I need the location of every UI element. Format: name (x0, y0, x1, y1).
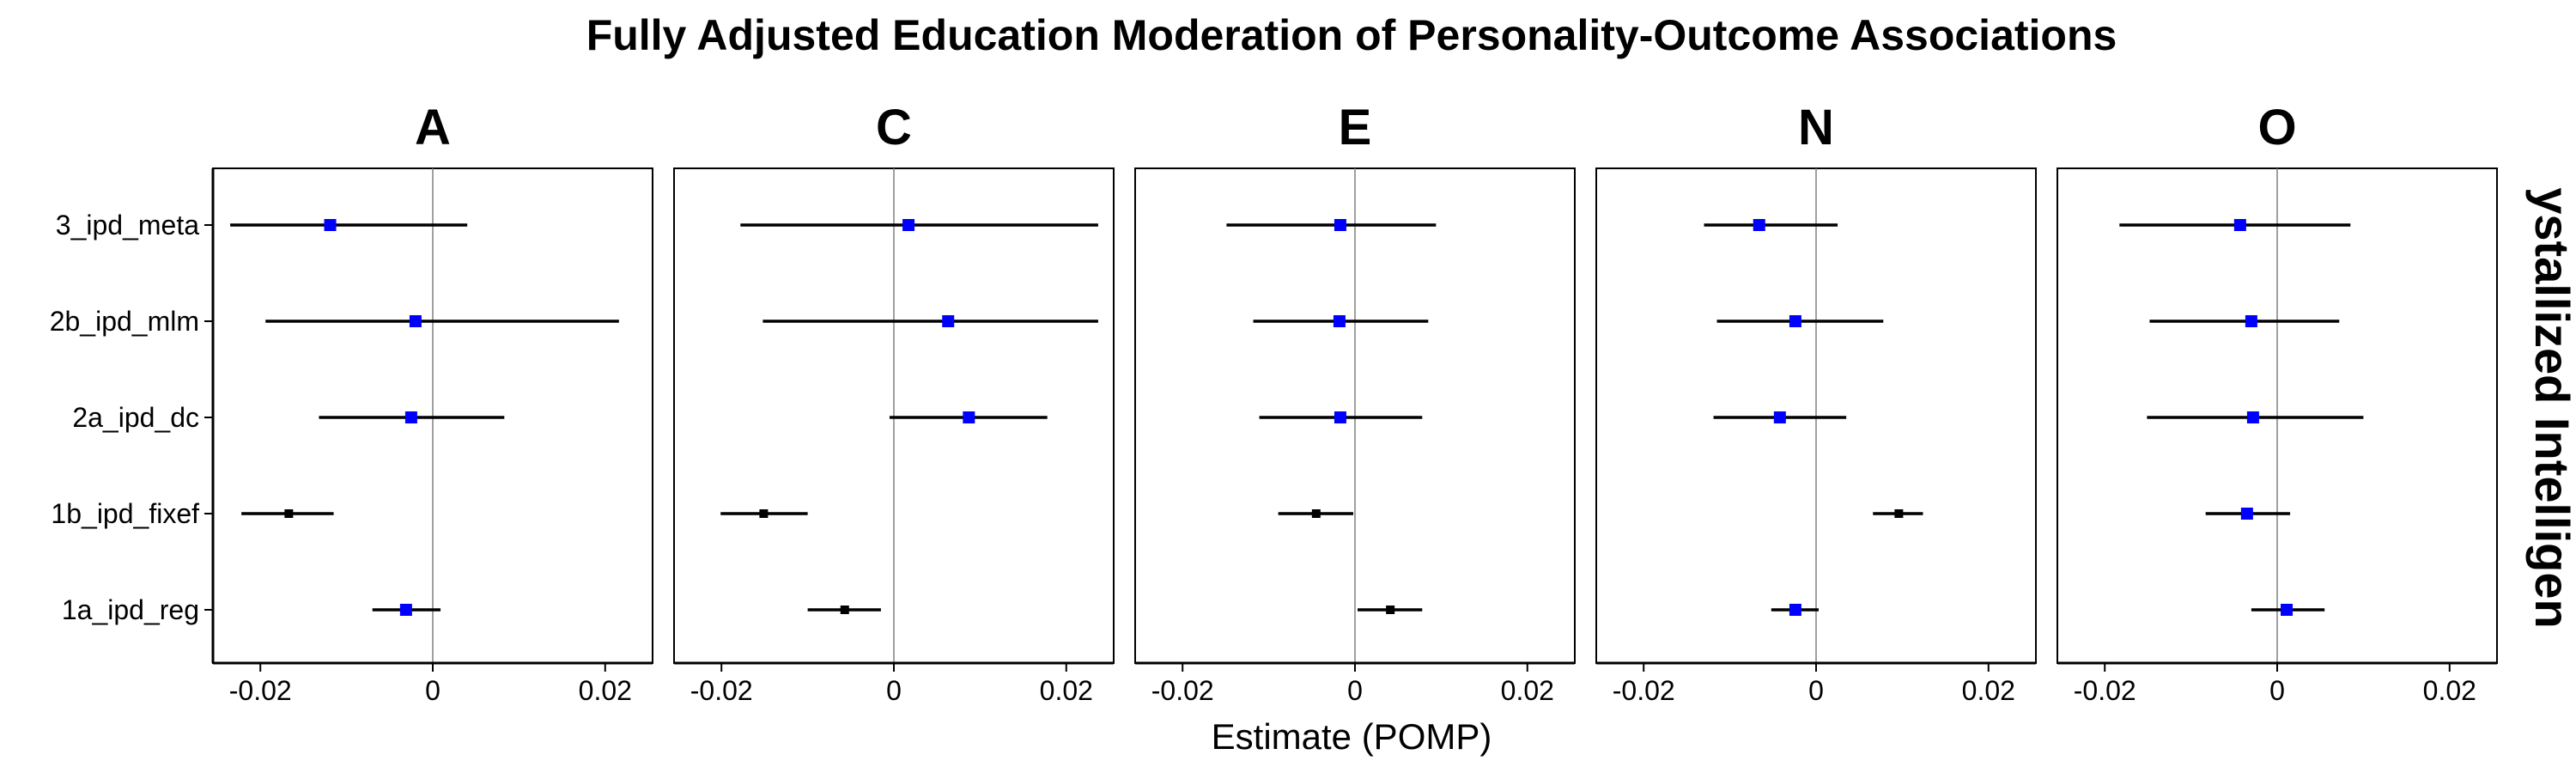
x-tick-label: 0.02 (1501, 675, 1554, 706)
facet-label: C (876, 100, 912, 155)
y-tick-label: 2b_ipd_mlm (50, 306, 199, 337)
x-tick-label: 0 (886, 675, 902, 706)
facet-label: O (2257, 100, 2296, 155)
x-tick-label: 0.02 (1040, 675, 1093, 706)
x-tick-label: 0 (1808, 675, 1824, 706)
estimate-point (1334, 219, 1346, 231)
estimate-point (1773, 411, 1786, 423)
x-tick-label: -0.02 (2074, 675, 2136, 706)
x-tick-label: 0 (1347, 675, 1363, 706)
y-tick-label: 2a_ipd_dc (72, 402, 199, 433)
panel-A: A -0.02 0 0.02 3_ipd_meta 2b_ipd_mlm 2a_ipd_dc… (50, 100, 653, 706)
chart-title: Fully Adjusted Education Moderation of P… (586, 11, 2117, 59)
x-axis-label: Estimate (POMP) (1212, 716, 1492, 757)
facet-label: E (1339, 100, 1372, 155)
estimate-point (942, 315, 955, 327)
estimate-point (759, 509, 769, 518)
x-tick-label: 0 (2269, 675, 2285, 706)
estimate-point (1334, 411, 1346, 423)
x-tick-label: -0.02 (229, 675, 292, 706)
estimate-point (2246, 411, 2259, 423)
estimate-point (1789, 315, 1801, 327)
estimate-point (404, 411, 417, 423)
x-tick-label: -0.02 (1613, 675, 1675, 706)
estimate-point (2240, 508, 2253, 520)
panel-N: N -0.02 0 0.02 (1595, 100, 2037, 706)
estimate-point (399, 604, 412, 616)
x-tick-label: 0 (425, 675, 440, 706)
estimate-point (284, 509, 294, 518)
x-tick-label: 0.02 (1962, 675, 2015, 706)
facet-label: A (415, 100, 451, 155)
y-tick-label: 1b_ipd_fixef (51, 498, 199, 529)
x-tick-label: -0.02 (690, 675, 753, 706)
estimate-point (840, 606, 849, 614)
x-tick-label: -0.02 (1151, 675, 1214, 706)
panels-group: A -0.02 0 0.02 3_ipd_meta 2b_ipd_mlm 2a_ipd_dc… (50, 100, 2498, 706)
estimate-point (1311, 509, 1321, 518)
y-tick-label: 1a_ipd_reg (62, 594, 199, 625)
estimate-point (409, 315, 422, 327)
right-strip-label: ystallized Intelligen (2525, 187, 2576, 628)
estimate-point (1894, 509, 1904, 518)
x-tick-label: 0.02 (579, 675, 632, 706)
estimate-point (1753, 219, 1765, 231)
y-tick-label: 3_ipd_meta (56, 210, 199, 240)
estimate-point (324, 219, 337, 231)
estimate-point (1789, 604, 1801, 616)
panel-C: C -0.02 0 0.02 (673, 100, 1115, 706)
estimate-point (2233, 219, 2246, 231)
panel-O: O -0.02 0 0.02 (2057, 100, 2498, 706)
estimate-point (963, 411, 975, 423)
facet-label: N (1798, 100, 1834, 155)
panel-E: E -0.02 0 0.02 (1134, 100, 1576, 706)
estimate-point (2245, 315, 2257, 327)
estimate-point (902, 219, 915, 231)
x-tick-label: 0.02 (2423, 675, 2476, 706)
estimate-point (2281, 604, 2293, 616)
estimate-point (1386, 606, 1395, 614)
estimate-point (1333, 315, 1346, 327)
